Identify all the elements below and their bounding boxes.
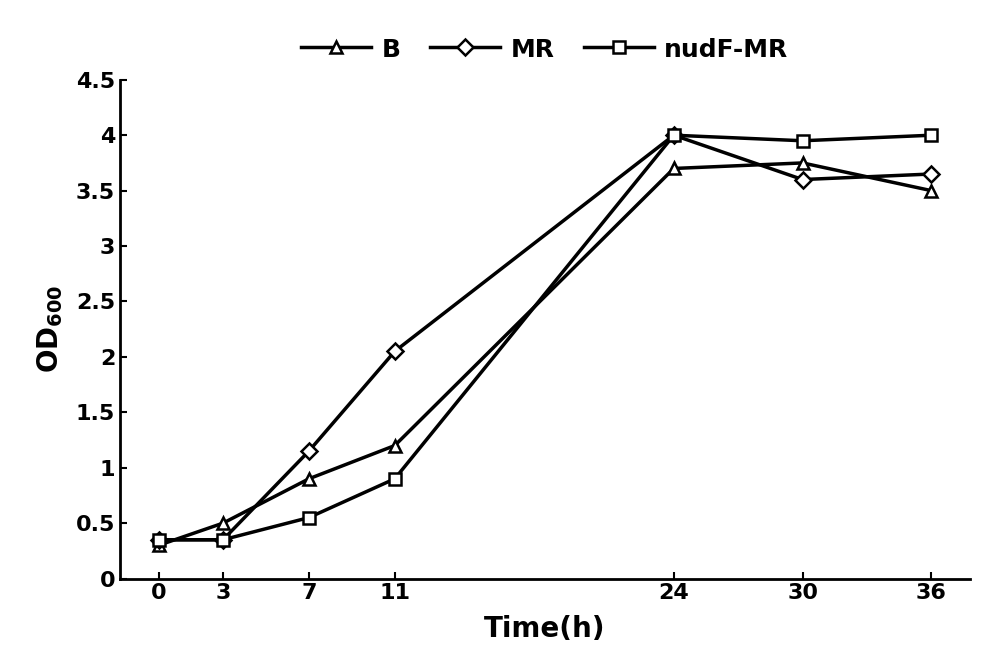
MR — [925, 170, 937, 178]
B — [925, 187, 937, 195]
MR — [668, 131, 680, 139]
MR — [389, 347, 401, 355]
nudF-MR — [217, 536, 229, 544]
nudF-MR — [668, 131, 680, 139]
B — [389, 442, 401, 450]
B — [153, 541, 165, 549]
MR — [217, 536, 229, 544]
nudF-MR — [389, 475, 401, 483]
Line: B: B — [152, 157, 938, 551]
Y-axis label: $\mathbf{OD_{600}}$: $\mathbf{OD_{600}}$ — [35, 285, 65, 373]
B — [303, 475, 315, 483]
MR — [797, 176, 809, 184]
Legend: B, MR, nudF-MR: B, MR, nudF-MR — [291, 27, 799, 72]
nudF-MR — [153, 536, 165, 544]
B — [668, 164, 680, 172]
B — [217, 519, 229, 527]
MR — [303, 447, 315, 455]
nudF-MR — [925, 131, 937, 139]
B — [797, 159, 809, 167]
MR — [153, 536, 165, 544]
X-axis label: Time(h): Time(h) — [484, 614, 606, 642]
nudF-MR — [303, 513, 315, 521]
nudF-MR — [797, 137, 809, 145]
Line: MR: MR — [153, 130, 937, 545]
Line: nudF-MR: nudF-MR — [153, 130, 937, 545]
